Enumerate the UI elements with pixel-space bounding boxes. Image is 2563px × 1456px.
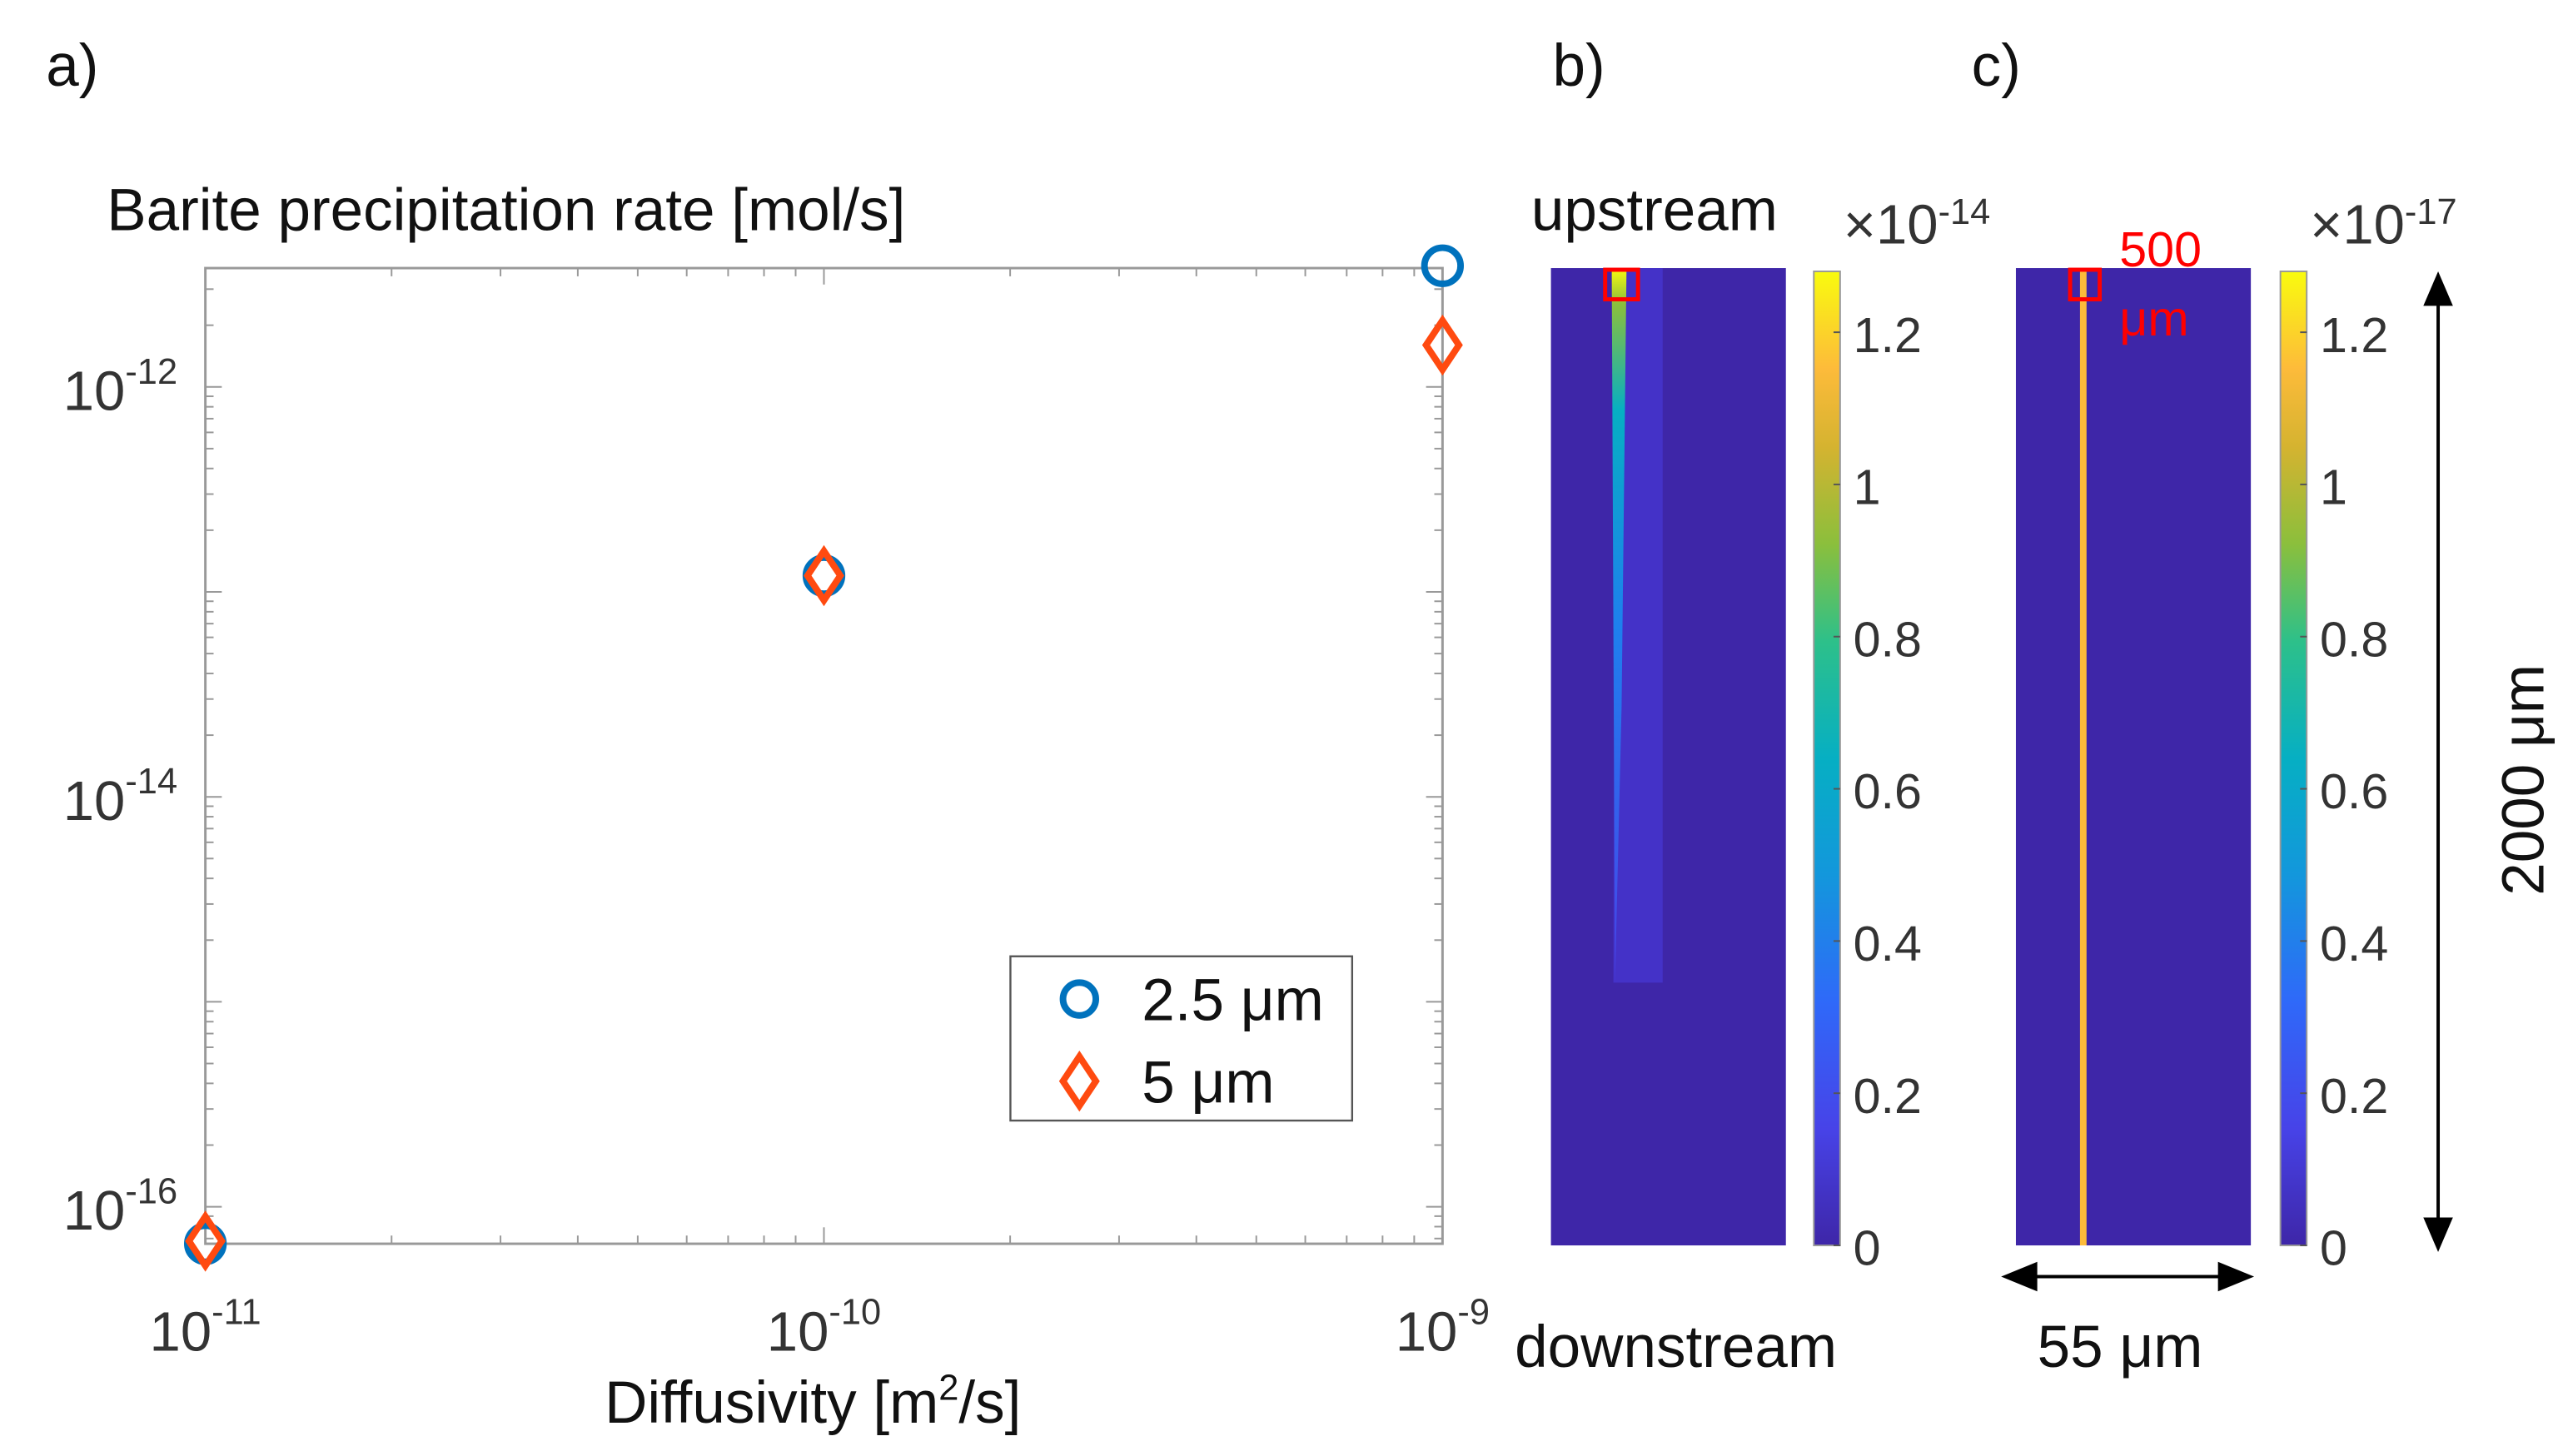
colorbar-tick-label: 0.4 — [2320, 916, 2388, 971]
colorbar-tick-label: 0.4 — [1854, 916, 1922, 971]
colorbar-tick-label: 1 — [2320, 460, 2347, 515]
heatmap-b-marker-box — [1603, 267, 1640, 301]
panel-c-label: c) — [1972, 33, 2021, 99]
width-label: 55 μm — [2038, 1314, 2203, 1380]
annotation-500: 500 — [2119, 221, 2202, 277]
downstream-label: downstream — [1515, 1314, 1837, 1380]
colorbar-tick-label: 0.2 — [2320, 1068, 2388, 1124]
x-tick-label: 10-9 — [1396, 1293, 1490, 1364]
y-tick-label: 10-14 — [63, 762, 177, 832]
colorbar-b-ticks: 0 0.2 0.4 0.6 0.8 1 1.2 — [1833, 307, 1922, 1276]
legend-entry-5um: 5 μm — [1142, 1050, 1274, 1116]
colorbar-c — [2279, 270, 2308, 1247]
y-tick-label: 10-16 — [63, 1172, 177, 1243]
colorbar-tick-label: 0.8 — [2320, 611, 2388, 667]
panel-a-label: a) — [46, 33, 98, 99]
height-arrow — [2423, 271, 2453, 1252]
panel-b-label: b) — [1553, 33, 1605, 99]
data-point-diamond — [804, 544, 844, 607]
legend: 2.5 μm 5 μm — [1009, 955, 1354, 1122]
colorbar-tick-label: 0.2 — [1854, 1068, 1922, 1124]
y-tick-label: 10-12 — [63, 352, 177, 423]
heatmap-c-line — [2079, 268, 2087, 1246]
y-tick-labels: 10-12 10-14 10-16 — [63, 352, 177, 1242]
chart-title: Barite precipitation rate [mol/s] — [107, 178, 905, 244]
upstream-label: upstream — [1531, 178, 1778, 244]
heatmap-b-plume — [1611, 268, 1627, 983]
data-point-diamond — [185, 1210, 226, 1272]
annotation-um: μm — [2119, 291, 2188, 346]
colorbar-c-ticks: 0 0.2 0.4 0.6 0.8 1 1.2 — [2300, 307, 2388, 1276]
colorbar-c-multiplier: ×10-17 — [2310, 192, 2457, 256]
heatmap-c — [2015, 268, 2252, 1246]
colorbar-tick-label: 0.6 — [2320, 763, 2388, 819]
data-markers — [183, 244, 1465, 1272]
heatmap-c-marker-box — [2068, 267, 2103, 301]
x-tick-label: 10-11 — [150, 1293, 261, 1364]
legend-diamond-icon — [1058, 1051, 1100, 1112]
data-point-circle — [1421, 244, 1465, 287]
x-tick-label: 10-10 — [767, 1293, 881, 1364]
colorbar-tick-label: 1 — [1854, 460, 1881, 515]
heatmap-b-plume-halo — [1613, 268, 1663, 983]
heatmap-b — [1550, 268, 1786, 1246]
colorbar-tick-label: 0.6 — [1854, 763, 1922, 819]
colorbar-tick-label: 0 — [1854, 1220, 1881, 1276]
colorbar-tick-label: 0.8 — [1854, 611, 1922, 667]
colorbar-b — [1813, 270, 1841, 1247]
legend-entry-2-5um: 2.5 μm — [1142, 968, 1324, 1034]
colorbar-tick-label: 0 — [2320, 1220, 2347, 1276]
x-axis-label: Diffusivity [m2/s] — [605, 1368, 1021, 1436]
x-tick-labels: 10-11 10-10 10-9 — [150, 1293, 1490, 1364]
data-point-diamond — [1421, 314, 1463, 376]
width-arrow — [2001, 1261, 2255, 1292]
colorbar-tick-label: 1.2 — [1854, 307, 1922, 363]
colorbar-tick-label: 1.2 — [2320, 307, 2388, 363]
height-label: 2000 μm — [2491, 664, 2556, 896]
legend-circle-icon — [1059, 979, 1099, 1019]
colorbar-b-multiplier: ×10-14 — [1844, 192, 1991, 256]
